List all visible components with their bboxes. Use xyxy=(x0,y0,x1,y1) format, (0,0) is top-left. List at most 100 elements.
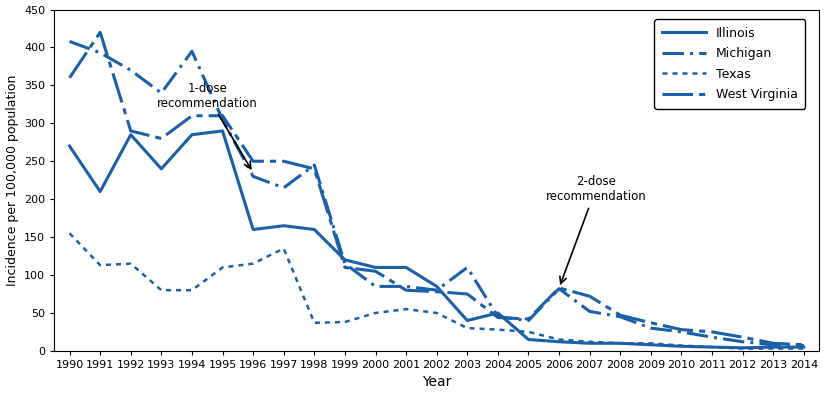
West Virginia xyxy=(615,313,625,318)
West Virginia xyxy=(278,159,288,164)
Illinois xyxy=(278,223,288,228)
Texas xyxy=(248,261,258,266)
Texas xyxy=(768,346,778,351)
Line: Illinois: Illinois xyxy=(69,131,804,348)
Michigan xyxy=(310,163,320,167)
Michigan xyxy=(217,117,227,122)
West Virginia xyxy=(187,113,197,118)
X-axis label: Year: Year xyxy=(422,375,451,389)
Illinois xyxy=(646,342,656,347)
Illinois xyxy=(493,310,503,315)
Texas xyxy=(64,231,74,236)
Michigan xyxy=(64,39,74,44)
Michigan xyxy=(156,90,166,95)
West Virginia xyxy=(217,113,227,118)
Texas xyxy=(463,326,472,331)
Texas xyxy=(278,246,288,251)
Texas xyxy=(615,341,625,346)
Illinois xyxy=(371,265,381,270)
West Virginia xyxy=(738,335,748,340)
Michigan xyxy=(126,68,135,73)
Michigan xyxy=(768,342,778,347)
Texas xyxy=(187,288,197,293)
Illinois xyxy=(676,344,686,349)
Illinois xyxy=(95,189,105,194)
West Virginia xyxy=(646,320,656,325)
Illinois xyxy=(310,227,320,232)
West Virginia xyxy=(126,128,135,133)
Illinois xyxy=(156,166,166,171)
Texas xyxy=(799,346,809,351)
Illinois xyxy=(432,284,442,289)
Michigan xyxy=(676,329,686,334)
West Virginia xyxy=(463,292,472,296)
West Virginia xyxy=(95,30,105,35)
Michigan xyxy=(401,284,411,289)
Illinois xyxy=(768,345,778,350)
Illinois xyxy=(554,339,564,344)
Michigan xyxy=(278,185,288,190)
Illinois xyxy=(217,128,227,133)
Texas xyxy=(524,329,534,334)
Line: Michigan: Michigan xyxy=(69,41,804,346)
Texas xyxy=(432,310,442,315)
Illinois xyxy=(463,318,472,323)
Illinois xyxy=(64,144,74,149)
Text: 1-dose
recommendation: 1-dose recommendation xyxy=(157,82,258,169)
Texas xyxy=(707,345,717,350)
Michigan xyxy=(493,314,503,319)
Michigan xyxy=(432,288,442,293)
Line: Texas: Texas xyxy=(69,233,804,348)
West Virginia xyxy=(768,341,778,346)
West Virginia xyxy=(799,342,809,347)
West Virginia xyxy=(676,327,686,332)
Texas xyxy=(554,337,564,342)
Illinois xyxy=(799,345,809,350)
West Virginia xyxy=(248,159,258,164)
Michigan xyxy=(799,343,809,348)
Texas xyxy=(95,263,105,267)
Michigan xyxy=(738,339,748,344)
West Virginia xyxy=(371,269,381,274)
Illinois xyxy=(524,337,534,342)
Texas xyxy=(126,261,135,266)
Texas xyxy=(493,327,503,332)
Michigan xyxy=(585,309,595,314)
West Virginia xyxy=(707,329,717,334)
Michigan xyxy=(707,335,717,340)
Texas xyxy=(401,307,411,312)
West Virginia xyxy=(340,265,350,270)
West Virginia xyxy=(432,289,442,294)
West Virginia xyxy=(524,317,534,322)
Michigan xyxy=(463,265,472,270)
Illinois xyxy=(615,341,625,346)
Texas xyxy=(738,346,748,351)
Illinois xyxy=(585,341,595,346)
Y-axis label: Incidence per 100,000 population: Incidence per 100,000 population xyxy=(6,75,18,286)
Line: West Virginia: West Virginia xyxy=(69,32,804,345)
Illinois xyxy=(738,346,748,350)
Texas xyxy=(585,339,595,344)
Michigan xyxy=(646,326,656,331)
Michigan xyxy=(371,284,381,289)
Texas xyxy=(371,310,381,315)
Text: 2-dose
recommendation: 2-dose recommendation xyxy=(545,175,646,284)
West Virginia xyxy=(156,136,166,141)
Illinois xyxy=(187,132,197,137)
Michigan xyxy=(248,174,258,179)
West Virginia xyxy=(585,294,595,299)
Illinois xyxy=(126,132,135,137)
Legend: Illinois, Michigan, Texas, West Virginia: Illinois, Michigan, Texas, West Virginia xyxy=(654,19,805,109)
Michigan xyxy=(615,314,625,319)
Texas xyxy=(646,341,656,346)
Illinois xyxy=(401,265,411,270)
Illinois xyxy=(707,345,717,350)
Texas xyxy=(156,288,166,293)
West Virginia xyxy=(401,288,411,293)
Michigan xyxy=(524,318,534,323)
West Virginia xyxy=(493,315,503,320)
Illinois xyxy=(340,258,350,262)
West Virginia xyxy=(310,166,320,171)
West Virginia xyxy=(554,286,564,290)
Texas xyxy=(676,343,686,348)
